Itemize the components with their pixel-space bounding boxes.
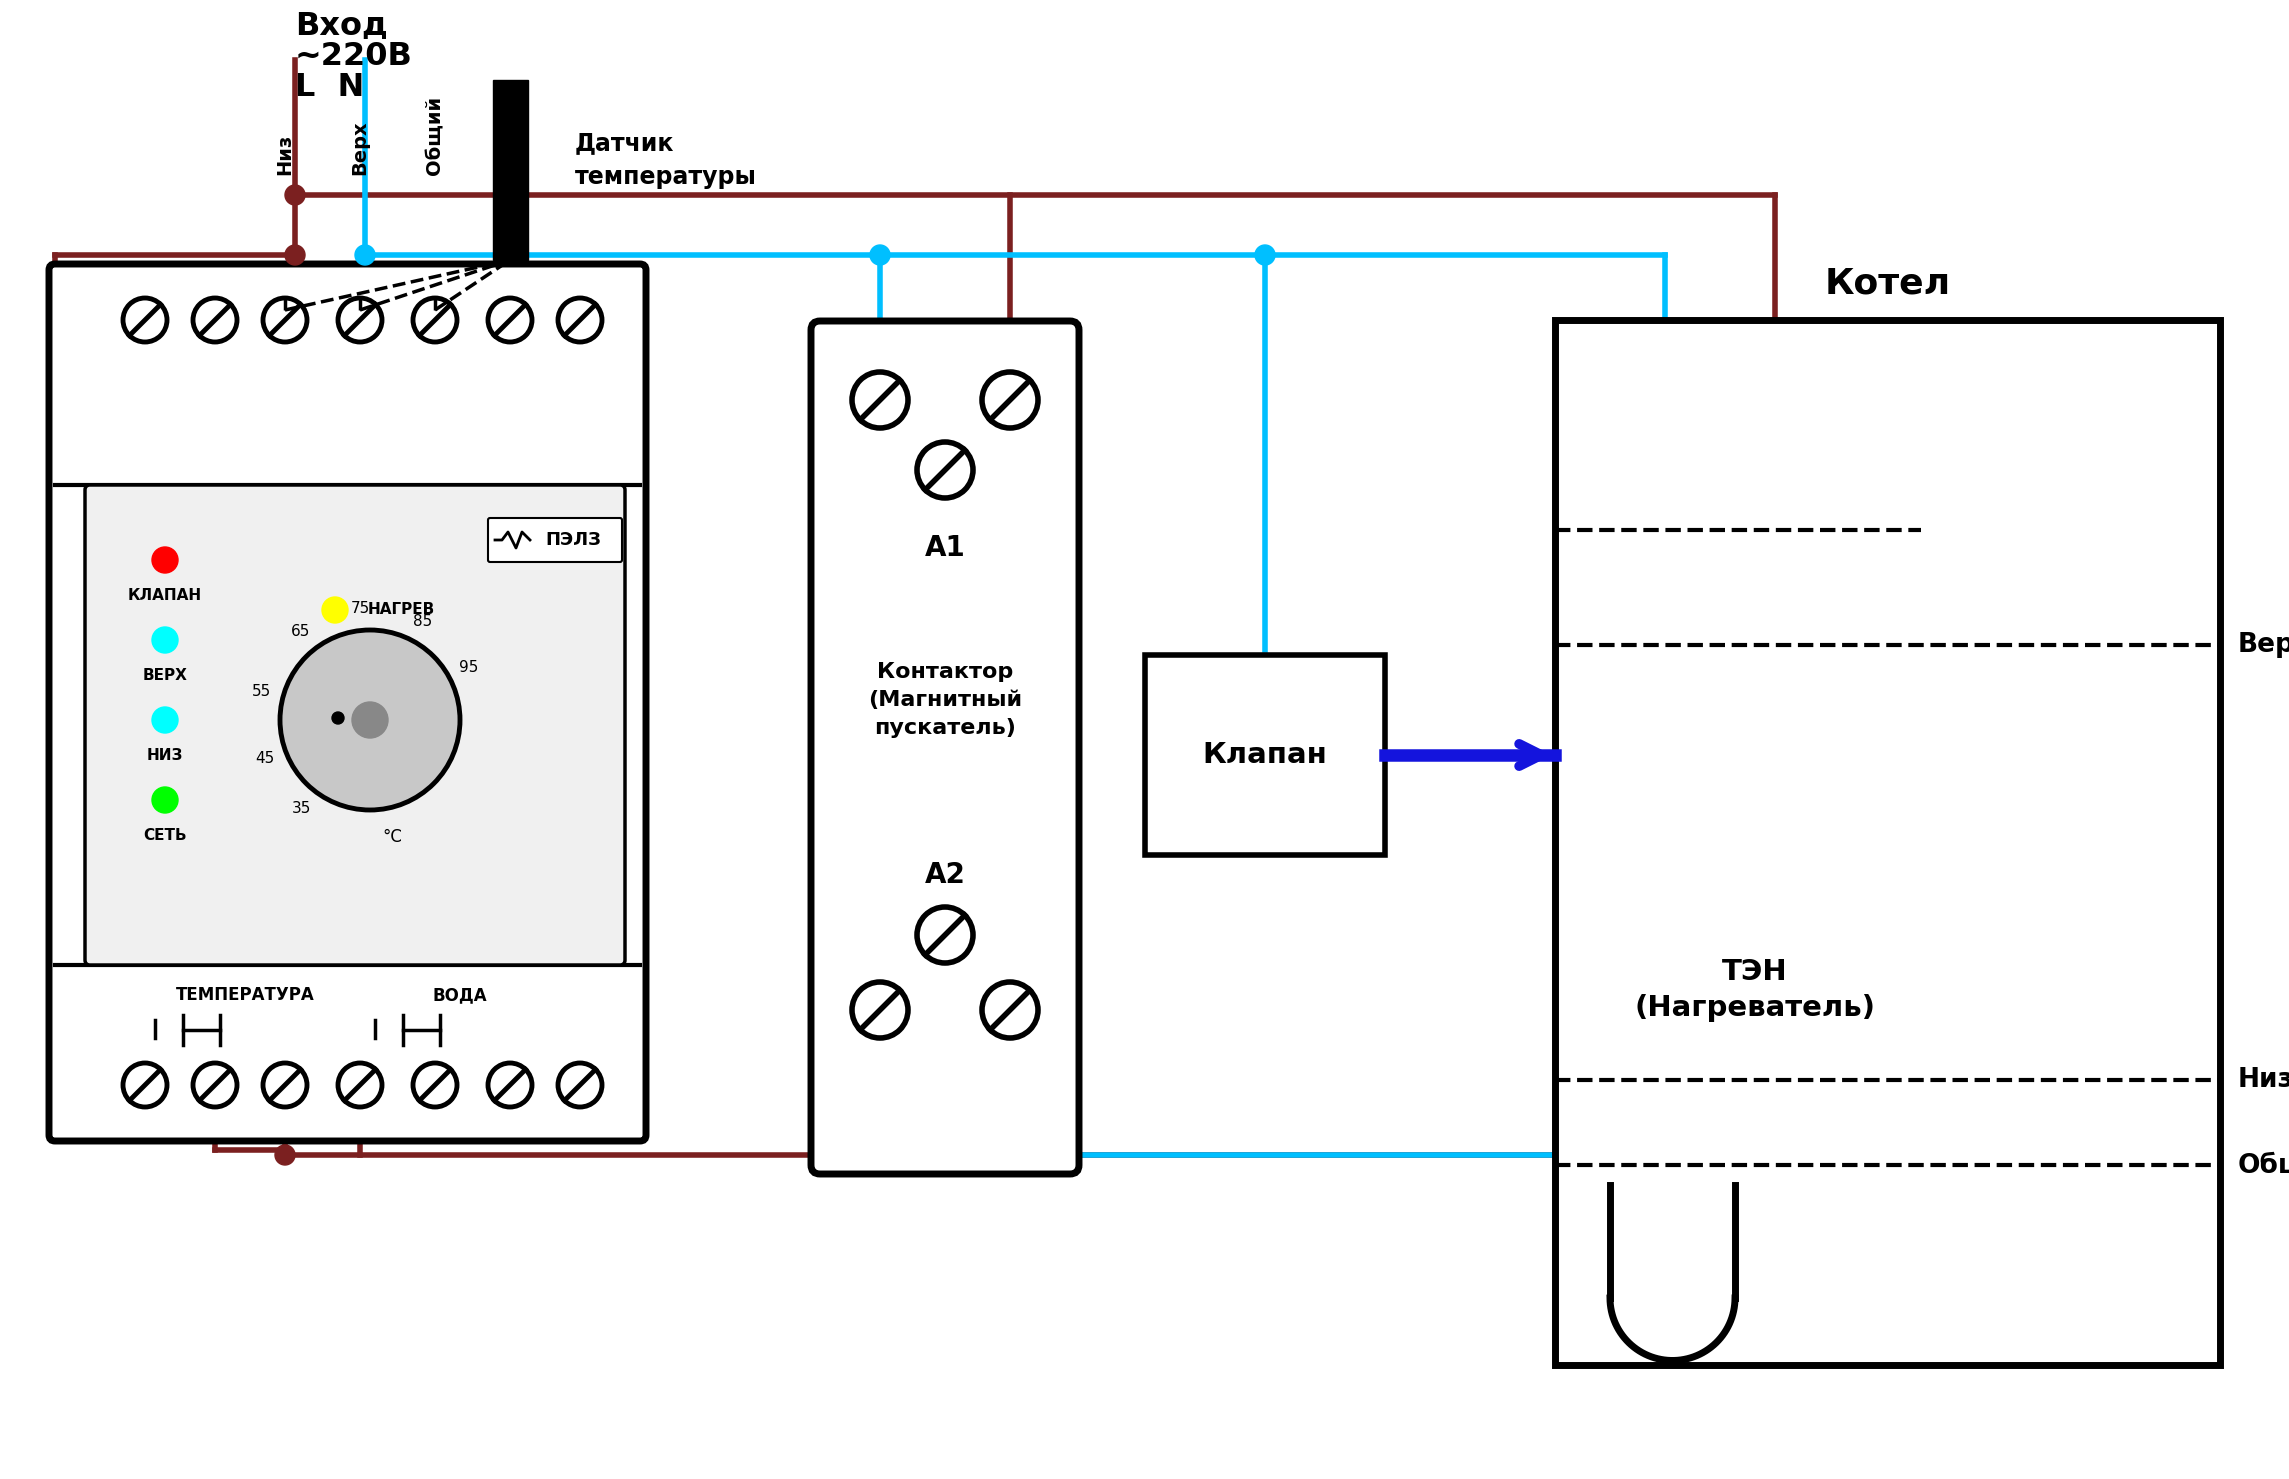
Text: 85: 85 bbox=[412, 614, 433, 629]
Text: A2: A2 bbox=[925, 861, 966, 889]
Circle shape bbox=[286, 246, 304, 265]
Text: ВОДА: ВОДА bbox=[433, 986, 488, 1004]
FancyBboxPatch shape bbox=[48, 263, 645, 1140]
FancyBboxPatch shape bbox=[810, 321, 1078, 1174]
Text: Клапан: Клапан bbox=[1202, 741, 1328, 769]
Text: 65: 65 bbox=[291, 624, 311, 639]
Circle shape bbox=[332, 711, 343, 725]
Text: Верх: Верх bbox=[350, 120, 369, 175]
Text: КЛАПАН: КЛАПАН bbox=[128, 587, 201, 602]
Text: ВЕРХ: ВЕРХ bbox=[142, 667, 188, 682]
Circle shape bbox=[286, 185, 304, 206]
Bar bbox=[1144, 655, 1385, 855]
Bar bbox=[492, 80, 529, 260]
Text: Общий: Общий bbox=[2239, 1152, 2289, 1177]
Circle shape bbox=[275, 1145, 295, 1165]
Text: Низ: Низ bbox=[2239, 1066, 2289, 1093]
Text: СЕТЬ: СЕТЬ bbox=[144, 827, 188, 843]
Circle shape bbox=[355, 246, 375, 265]
Text: A1: A1 bbox=[925, 534, 966, 562]
Text: ПЭЛЗ: ПЭЛЗ bbox=[545, 531, 602, 549]
Circle shape bbox=[1254, 246, 1275, 265]
Text: 35: 35 bbox=[291, 800, 311, 816]
Text: ТЭН
(Нагреватель): ТЭН (Нагреватель) bbox=[1634, 957, 1875, 1022]
Circle shape bbox=[151, 707, 179, 734]
Text: НАГРЕВ: НАГРЕВ bbox=[369, 602, 435, 618]
Circle shape bbox=[870, 246, 890, 265]
FancyBboxPatch shape bbox=[488, 518, 623, 562]
Text: 95: 95 bbox=[460, 660, 478, 674]
Text: 75: 75 bbox=[350, 600, 371, 615]
Circle shape bbox=[279, 630, 460, 810]
Text: ТЕМПЕРАТУРА: ТЕМПЕРАТУРА bbox=[176, 986, 314, 1004]
Bar bbox=[1554, 319, 2220, 1365]
Text: Контактор
(Магнитный
пускатель): Контактор (Магнитный пускатель) bbox=[868, 663, 1023, 738]
Text: Вход
~220В
L  N: Вход ~220В L N bbox=[295, 10, 412, 104]
Text: °C: °C bbox=[382, 828, 403, 846]
Text: Низ: Низ bbox=[275, 133, 295, 175]
Text: Котел: Котел bbox=[1824, 266, 1950, 300]
Circle shape bbox=[353, 703, 389, 738]
Circle shape bbox=[151, 627, 179, 654]
Text: Датчик
температуры: Датчик температуры bbox=[575, 132, 758, 189]
Text: Общий: Общий bbox=[426, 96, 444, 175]
FancyBboxPatch shape bbox=[85, 485, 625, 964]
Circle shape bbox=[323, 598, 348, 623]
Text: Верх: Верх bbox=[2239, 632, 2289, 658]
Text: НИЗ: НИЗ bbox=[146, 747, 183, 763]
Text: 45: 45 bbox=[254, 751, 275, 766]
Circle shape bbox=[151, 547, 179, 572]
Circle shape bbox=[151, 787, 179, 813]
Text: 55: 55 bbox=[252, 683, 272, 698]
